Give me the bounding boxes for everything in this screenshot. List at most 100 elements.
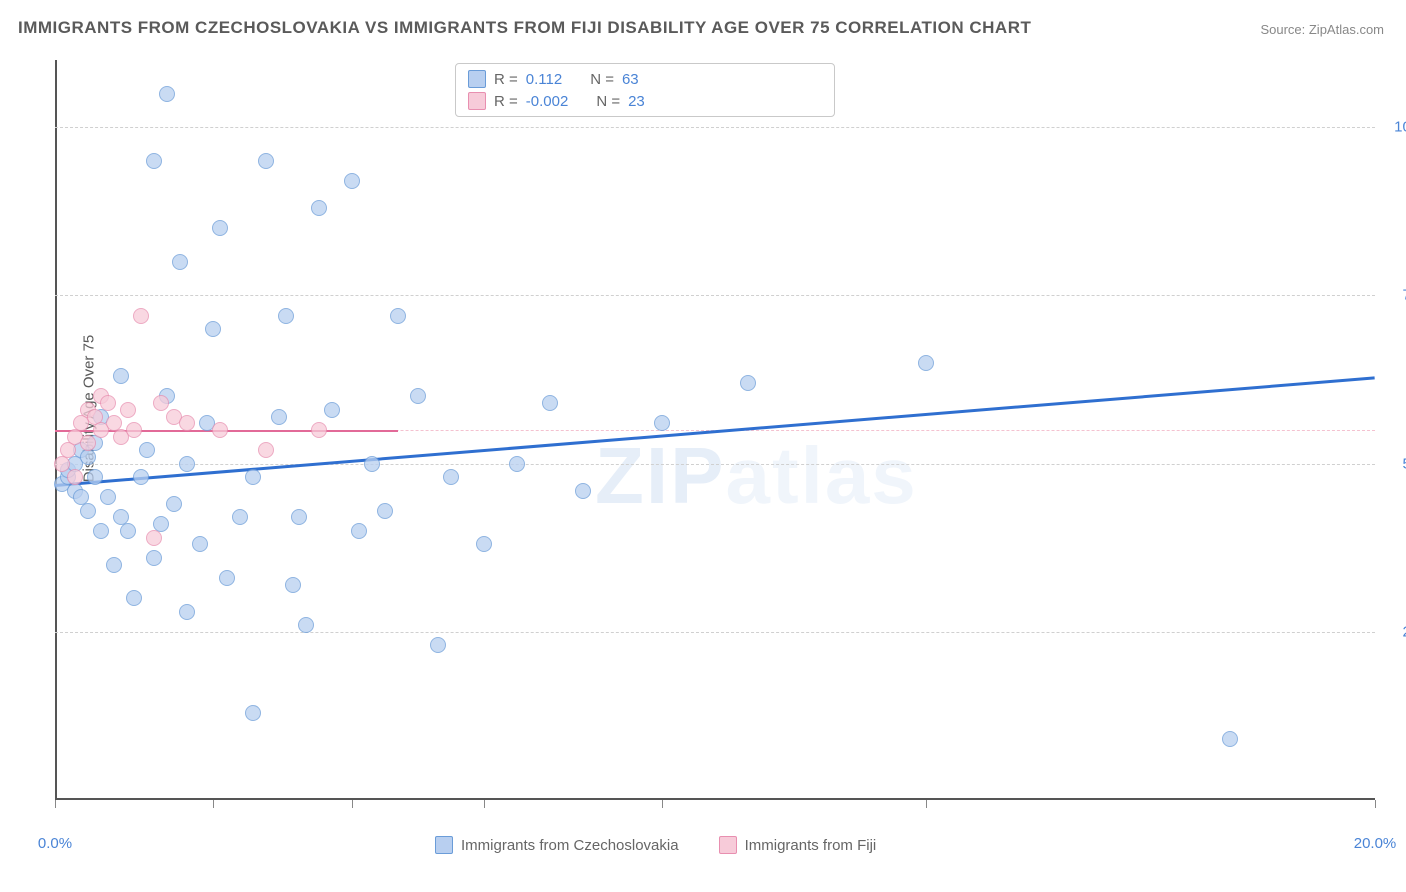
x-tick — [55, 800, 56, 808]
data-point — [93, 523, 109, 539]
data-point — [740, 375, 756, 391]
data-point — [430, 637, 446, 653]
data-point — [654, 415, 670, 431]
x-tick — [1375, 800, 1376, 808]
data-point — [258, 442, 274, 458]
data-point — [139, 442, 155, 458]
data-point — [232, 509, 248, 525]
r-label: R = — [494, 93, 518, 110]
data-point — [146, 153, 162, 169]
legend-label-2: Immigrants from Fiji — [745, 837, 877, 854]
data-point — [100, 489, 116, 505]
data-point — [179, 415, 195, 431]
data-point — [476, 536, 492, 552]
data-point — [67, 469, 83, 485]
data-point — [311, 200, 327, 216]
chart-title: IMMIGRANTS FROM CZECHOSLOVAKIA VS IMMIGR… — [18, 18, 1031, 38]
data-point — [172, 254, 188, 270]
data-point — [212, 422, 228, 438]
data-point — [390, 308, 406, 324]
data-point — [278, 308, 294, 324]
data-point — [133, 469, 149, 485]
data-point — [113, 368, 129, 384]
r-label: R = — [494, 71, 518, 88]
data-point — [100, 395, 116, 411]
data-point — [298, 617, 314, 633]
data-point — [153, 395, 169, 411]
data-point — [106, 557, 122, 573]
data-point — [87, 469, 103, 485]
gridline-h — [55, 295, 1375, 296]
data-point — [575, 483, 591, 499]
x-axis — [55, 798, 1375, 800]
legend-label-1: Immigrants from Czechoslovakia — [461, 837, 679, 854]
data-point — [245, 705, 261, 721]
legend-swatch-1 — [468, 70, 486, 88]
legend-swatch-b1 — [435, 836, 453, 854]
plot-region: 25.0%50.0%75.0%100.0%0.0%20.0% — [55, 60, 1375, 830]
data-point — [410, 388, 426, 404]
r-value-1: 0.112 — [526, 71, 562, 88]
data-point — [146, 550, 162, 566]
x-min-label: 0.0% — [38, 835, 72, 852]
data-point — [443, 469, 459, 485]
x-max-label: 20.0% — [1354, 835, 1397, 852]
n-label: N = — [596, 93, 620, 110]
data-point — [509, 456, 525, 472]
legend-row-series2: R = -0.002 N = 23 — [468, 90, 822, 112]
data-point — [285, 577, 301, 593]
data-point — [344, 173, 360, 189]
chart-area: Disability Age Over 75 ZIPatlas 25.0%50.… — [55, 60, 1375, 830]
n-value-1: 63 — [622, 71, 639, 88]
data-point — [179, 604, 195, 620]
n-label: N = — [590, 71, 614, 88]
data-point — [377, 503, 393, 519]
y-tick-label: 100.0% — [1394, 119, 1406, 136]
data-point — [120, 402, 136, 418]
data-point — [205, 321, 221, 337]
gridline-h — [55, 464, 1375, 465]
legend-swatch-b2 — [719, 836, 737, 854]
data-point — [146, 530, 162, 546]
x-tick — [926, 800, 927, 808]
source-attribution: Source: ZipAtlas.com — [1260, 22, 1384, 37]
data-point — [126, 590, 142, 606]
r-value-2: -0.002 — [526, 93, 569, 110]
data-point — [166, 496, 182, 512]
gridline-h — [55, 127, 1375, 128]
data-point — [918, 355, 934, 371]
data-point — [219, 570, 235, 586]
data-point — [291, 509, 307, 525]
data-point — [271, 409, 287, 425]
data-point — [351, 523, 367, 539]
x-tick — [213, 800, 214, 808]
data-point — [80, 435, 96, 451]
data-point — [364, 456, 380, 472]
data-point — [133, 308, 149, 324]
legend-item-2: Immigrants from Fiji — [719, 836, 877, 854]
gridline-h — [55, 632, 1375, 633]
legend-item-1: Immigrants from Czechoslovakia — [435, 836, 679, 854]
y-tick-label: 25.0% — [1402, 623, 1406, 640]
y-tick-label: 75.0% — [1402, 287, 1406, 304]
correlation-legend: R = 0.112 N = 63 R = -0.002 N = 23 — [455, 63, 835, 117]
x-tick — [484, 800, 485, 808]
data-point — [126, 422, 142, 438]
data-point — [324, 402, 340, 418]
series-legend: Immigrants from Czechoslovakia Immigrant… — [435, 836, 876, 854]
data-point — [542, 395, 558, 411]
data-point — [212, 220, 228, 236]
data-point — [245, 469, 261, 485]
x-tick — [662, 800, 663, 808]
data-point — [80, 503, 96, 519]
data-point — [120, 523, 136, 539]
n-value-2: 23 — [628, 93, 645, 110]
data-point — [1222, 731, 1238, 747]
data-point — [179, 456, 195, 472]
data-point — [159, 86, 175, 102]
legend-swatch-2 — [468, 92, 486, 110]
data-point — [258, 153, 274, 169]
x-tick — [352, 800, 353, 808]
y-tick-label: 50.0% — [1402, 455, 1406, 472]
data-point — [311, 422, 327, 438]
